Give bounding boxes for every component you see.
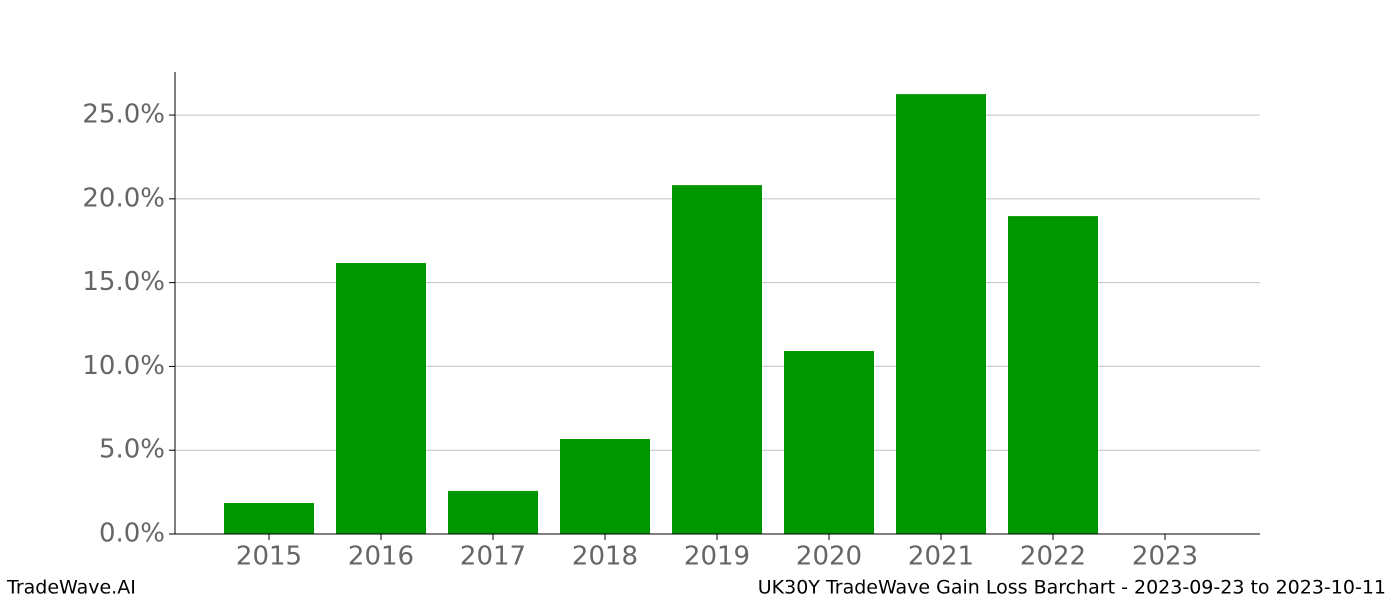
bar: [224, 502, 314, 534]
bar: [896, 94, 986, 535]
bar: [784, 351, 874, 534]
bar: [1008, 216, 1098, 534]
bar: [448, 490, 538, 534]
bar: [560, 438, 650, 534]
y-tick-label: 10.0%: [82, 351, 165, 381]
bar: [336, 263, 426, 534]
x-tick-label: 2015: [236, 542, 302, 572]
y-tick-label: 5.0%: [99, 435, 165, 465]
x-tick-label: 2019: [684, 542, 750, 572]
y-tick-label: 0.0%: [99, 519, 165, 549]
y-tick-label: 25.0%: [82, 100, 165, 130]
y-tick-label: 20.0%: [82, 183, 165, 213]
x-tick-label: 2017: [460, 542, 526, 572]
bar: [672, 185, 762, 535]
x-tick-label: 2018: [572, 542, 638, 572]
x-tick-label: 2022: [1020, 542, 1086, 572]
x-tick-label: 2023: [1132, 542, 1198, 572]
x-tick-label: 2021: [908, 542, 974, 572]
footer-right: UK30Y TradeWave Gain Loss Barchart - 202…: [758, 577, 1386, 599]
x-tick-label: 2020: [796, 542, 862, 572]
footer-left: TradeWave.AI: [6, 577, 136, 599]
x-tick-label: 2016: [348, 542, 414, 572]
y-tick-label: 15.0%: [82, 267, 165, 297]
